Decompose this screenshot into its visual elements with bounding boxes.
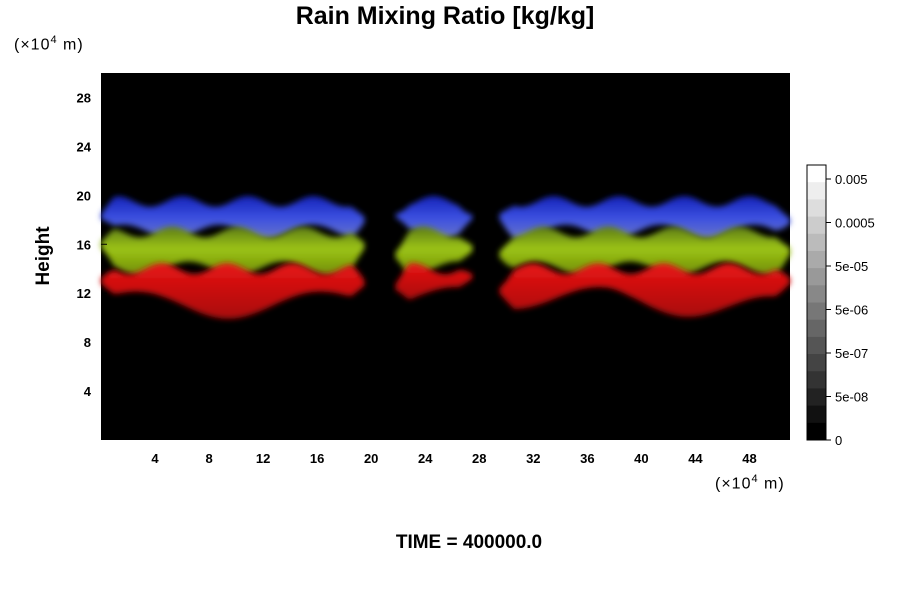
x-axis: 4 8 12 16 20 24 28 32 36 40 44 48 <box>151 434 757 466</box>
x-tick-label: 4 <box>151 451 159 466</box>
colorbar-step <box>807 250 826 269</box>
x-tick-label: 16 <box>310 451 324 466</box>
colorbar-step <box>807 199 826 218</box>
time-label: TIME = 400000.0 <box>395 532 543 553</box>
x-tick-label: 40 <box>634 451 648 466</box>
x-tick-label: 20 <box>364 451 378 466</box>
colorbar-step <box>807 422 826 441</box>
colorbar-label: 0.0005 <box>835 216 875 231</box>
band-lower-seg-0 <box>101 263 365 319</box>
colorbar-label: 0 <box>835 433 842 448</box>
y-tick-label: 8 <box>84 335 91 350</box>
colorbar-step <box>807 302 826 321</box>
band-lower-seg-1 <box>395 263 473 300</box>
band-lower-seg-2 <box>499 263 790 317</box>
x-tick-label: 28 <box>472 451 486 466</box>
x-tick-label: 12 <box>256 451 270 466</box>
colorbar-step <box>807 336 826 355</box>
colorbar-step <box>807 268 826 286</box>
colorbar-step <box>807 285 826 303</box>
colorbar-step <box>807 216 826 235</box>
colorbar-step <box>807 388 826 407</box>
colorbar-step <box>807 405 826 424</box>
y-tick-label: 24 <box>77 139 92 154</box>
band-upper-seg-2 <box>499 196 790 240</box>
x-tick-label: 48 <box>742 451 756 466</box>
x-unit-label: (×104 m) <box>715 473 785 493</box>
y-tick-label: 16 <box>77 237 91 252</box>
colorbar-step <box>807 354 826 372</box>
y-tick-label: 12 <box>77 286 91 301</box>
colorbar-label: 5e-05 <box>835 259 868 274</box>
y-axis-label: Height <box>33 226 54 286</box>
y-tick-label: 28 <box>77 90 91 105</box>
colorbar: 0.005 0.0005 5e-05 5e-06 5e-07 5e-08 0 <box>806 164 875 448</box>
x-tick-label: 44 <box>688 451 703 466</box>
colorbar-label: 5e-07 <box>835 346 868 361</box>
y-tick-label: 4 <box>84 384 92 399</box>
x-tick-label: 32 <box>526 451 540 466</box>
colorbar-step <box>807 319 826 338</box>
colorbar-step <box>807 182 826 200</box>
x-tick-label: 36 <box>580 451 594 466</box>
y-tick-label: 20 <box>77 188 91 203</box>
y-unit-label: (×104 m) <box>14 34 84 54</box>
colorbar-label: 5e-08 <box>835 390 868 405</box>
colorbar-label: 0.005 <box>835 172 868 187</box>
y-axis: 4 8 12 16 20 24 28 <box>77 90 107 399</box>
colorbar-step <box>807 165 826 183</box>
colorbar-label: 5e-06 <box>835 303 868 318</box>
colorbar-frame <box>806 164 827 441</box>
band-middle-seg-0 <box>101 226 365 277</box>
x-tick-label: 8 <box>205 451 212 466</box>
band-middle-seg-2 <box>499 226 790 276</box>
colorbar-step <box>807 233 826 252</box>
colorbar-step <box>807 371 826 389</box>
x-tick-label: 24 <box>418 451 433 466</box>
rain-field <box>101 196 790 319</box>
chart-title: Rain Mixing Ratio [kg/kg] <box>295 2 595 30</box>
